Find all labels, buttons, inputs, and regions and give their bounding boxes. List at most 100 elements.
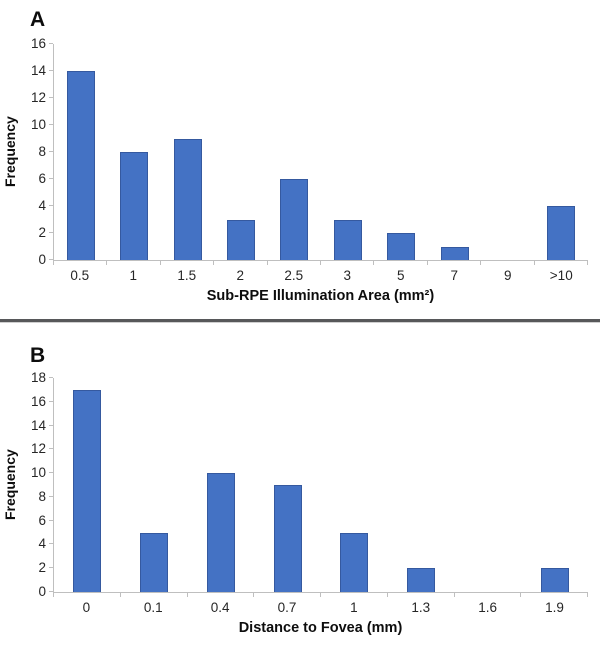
x-tick-marks-a xyxy=(53,261,589,265)
x-tick-labels-b: 0 0.1 0.4 0.7 1 1.3 1.6 1.9 xyxy=(53,600,588,615)
y-tick-label: 18 xyxy=(30,370,46,385)
y-tick-mark xyxy=(49,43,53,44)
x-tick-label: 1.9 xyxy=(545,600,564,615)
x-tick-labels-a: 0.5 1 1.5 2 2.5 3 5 7 9 >10 xyxy=(53,268,588,283)
bar-slot xyxy=(107,44,160,260)
bar-slot xyxy=(428,44,481,260)
y-tick-label: 12 xyxy=(30,90,46,105)
x-tick-mark xyxy=(161,261,215,265)
bar-1 xyxy=(120,152,149,260)
bar-0.5 xyxy=(66,71,95,260)
bar-1.5 xyxy=(173,138,202,260)
x-tick-label: 1.5 xyxy=(177,268,197,283)
x-tick-mark xyxy=(521,593,588,597)
x-tick-label: 1 xyxy=(350,600,358,615)
bar-slot xyxy=(321,44,374,260)
x-axis-title-b: Distance to Fovea (mm) xyxy=(238,620,403,636)
x-tick-mark xyxy=(388,593,455,597)
y-tick-label: 12 xyxy=(30,441,46,457)
plot-column-a: 0.5 1 1.5 2 2.5 3 5 7 9 >10 Sub-RPE Illumination … xyxy=(49,43,589,304)
x-tick-mark xyxy=(321,593,388,597)
y-tick-mark xyxy=(49,400,53,402)
y-tick-mark xyxy=(49,205,53,206)
bar->10 xyxy=(547,206,576,260)
bar-2 xyxy=(226,219,255,260)
y-tick-mark xyxy=(49,543,53,545)
bar-slot xyxy=(268,44,321,260)
x-tick-label: 0 xyxy=(82,600,91,615)
x-tick-label: 2 xyxy=(236,268,244,283)
x-tick-mark xyxy=(54,261,108,265)
bar-0.1 xyxy=(140,532,169,592)
bar-0.4 xyxy=(206,473,235,592)
y-tick-label: 4 xyxy=(38,536,46,552)
bar-slot xyxy=(161,44,214,260)
x-tick-label: 0.1 xyxy=(143,600,163,615)
y-tick-mark xyxy=(49,495,53,497)
bar-1 xyxy=(340,532,369,592)
x-tick-mark xyxy=(188,593,255,597)
bar-slot xyxy=(214,44,267,260)
y-axis-a: Frequency 0 2 4 6 8 10 12 14 16 xyxy=(0,37,53,267)
x-tick-label: 0.5 xyxy=(70,268,90,283)
y-tick-label: 16 xyxy=(30,393,46,409)
y-tick-mark xyxy=(49,70,53,71)
bar-3 xyxy=(333,219,362,260)
y-tick-mark xyxy=(49,97,53,98)
x-tick-mark xyxy=(374,261,428,265)
plot-area-a xyxy=(49,43,588,261)
y-tick-label: 10 xyxy=(30,117,46,132)
x-tick-label: 1.3 xyxy=(411,600,431,615)
x-tick-mark xyxy=(481,261,535,265)
bar-slot xyxy=(455,378,522,592)
y-tick-label: 10 xyxy=(30,465,46,481)
y-axis-title-a: Frequency xyxy=(2,116,18,188)
y-tick-mark xyxy=(49,377,53,378)
bar-slot xyxy=(521,378,588,592)
bar-5 xyxy=(387,233,416,260)
bar-slot xyxy=(388,378,455,592)
panel-b: B Frequency 0 2 4 6 8 10 12 14 16 18 0 0.1 0.4 0.7 1 1… xyxy=(0,322,600,636)
y-tick-mark xyxy=(49,151,53,152)
bar-slot xyxy=(481,44,534,260)
x-tick-label: 2.5 xyxy=(284,268,304,283)
x-tick-label: 0.7 xyxy=(277,600,297,615)
plot-area-b xyxy=(49,377,588,593)
panel-a: A Frequency 0 2 4 6 8 10 12 14 16 0.5 1 1.5 2 2.5 3 5 7… xyxy=(0,0,600,304)
chart-a: Frequency 0 2 4 6 8 10 12 14 16 0.5 1 1.5 2 2.5 3 5 7 9 >… xyxy=(0,37,589,304)
y-tick-label: 4 xyxy=(38,198,46,213)
x-tick-label: 7 xyxy=(450,268,458,283)
y-tick-mark xyxy=(49,567,53,569)
bar-2.5 xyxy=(280,179,309,260)
x-tick-label: 5 xyxy=(396,268,405,283)
panel-a-label: A xyxy=(30,8,46,31)
bar-0.7 xyxy=(273,485,302,592)
x-tick-label: 9 xyxy=(503,268,512,283)
y-tick-labels-b: 0 2 4 6 8 10 12 14 16 18 xyxy=(20,371,53,599)
y-tick-label: 6 xyxy=(38,512,46,528)
y-tick-mark xyxy=(49,124,53,125)
panel-b-label: B xyxy=(30,344,46,367)
x-tick-mark xyxy=(321,261,375,265)
y-tick-label: 14 xyxy=(30,63,46,78)
y-tick-label: 16 xyxy=(30,36,46,51)
y-tick-mark xyxy=(49,472,53,474)
bar-slot xyxy=(54,378,121,592)
x-tick-label: 0.4 xyxy=(210,600,230,615)
bar-1.3 xyxy=(407,568,436,592)
y-tick-label: 6 xyxy=(38,171,46,186)
x-tick-mark xyxy=(455,593,522,597)
x-tick-marks-b xyxy=(53,593,588,597)
x-tick-label: 3 xyxy=(343,268,351,283)
x-tick-mark xyxy=(121,593,188,597)
panel-divider xyxy=(0,319,600,322)
bar-slot xyxy=(254,378,321,592)
x-tick-mark xyxy=(254,593,321,597)
y-tick-mark xyxy=(49,424,53,426)
y-tick-mark xyxy=(49,591,53,592)
x-tick-mark xyxy=(428,261,482,265)
x-tick-mark xyxy=(107,261,161,265)
y-tick-label: 0 xyxy=(38,252,46,267)
x-tick-mark xyxy=(535,261,589,265)
